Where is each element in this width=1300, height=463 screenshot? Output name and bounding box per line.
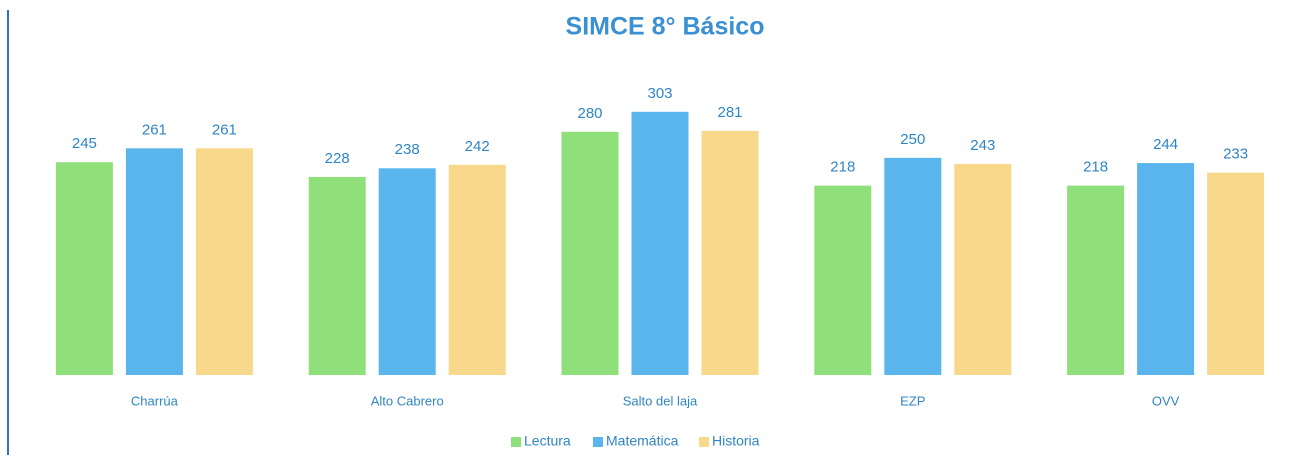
x-tick-label: OVV	[1152, 393, 1180, 408]
data-label: 261	[142, 121, 167, 138]
x-tick-label: Alto Cabrero	[371, 393, 444, 408]
bar	[378, 168, 436, 375]
data-label: 245	[72, 135, 97, 152]
bar	[1207, 172, 1265, 375]
bar	[631, 111, 689, 375]
x-tick-label: EZP	[900, 393, 925, 408]
data-label: 242	[465, 138, 490, 155]
data-label: 243	[970, 137, 995, 154]
legend-swatch	[511, 437, 521, 447]
chart-title: SIMCE 8° Básico	[566, 13, 765, 41]
data-label: 238	[395, 141, 420, 158]
bar	[1067, 185, 1125, 375]
data-label: 281	[717, 104, 742, 121]
bar	[954, 163, 1012, 375]
data-label: 303	[647, 85, 672, 102]
legend-label: Lectura	[524, 433, 571, 449]
data-label: 218	[1083, 159, 1108, 176]
bar	[701, 130, 759, 375]
bar	[561, 131, 619, 375]
data-label: 280	[577, 105, 602, 122]
data-label: 250	[900, 131, 925, 148]
bar	[195, 148, 253, 375]
legend-swatch	[593, 437, 603, 447]
data-label: 233	[1223, 146, 1248, 163]
bar	[1137, 163, 1195, 375]
x-tick-label: Salto del laja	[623, 393, 698, 408]
bar	[55, 162, 113, 375]
bar	[125, 148, 183, 375]
legend-label: Matemática	[606, 433, 679, 449]
data-label: 261	[212, 121, 237, 138]
data-label: 228	[325, 150, 350, 167]
bar	[884, 157, 942, 375]
bar	[448, 164, 506, 375]
bar	[308, 176, 366, 375]
legend-swatch	[699, 437, 709, 447]
legend-label: Historia	[712, 433, 760, 449]
bar	[814, 185, 872, 375]
data-label: 244	[1153, 136, 1178, 153]
x-tick-label: Charrúa	[131, 393, 179, 408]
data-label: 218	[830, 159, 855, 176]
